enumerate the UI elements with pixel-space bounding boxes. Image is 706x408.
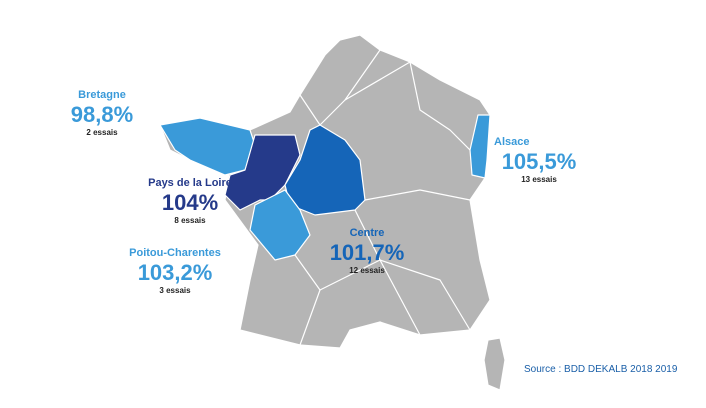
label-bretagne: Bretagne 98,8% 2 essais	[62, 90, 142, 137]
source: Source : BDD DEKALB 2018 2019	[524, 364, 678, 375]
region-value: 98,8%	[70, 102, 134, 127]
region-name: Bretagne	[78, 89, 126, 101]
region-name: Poitou-Charentes	[129, 247, 221, 259]
region-centre	[284, 124, 366, 216]
region-value: 104%	[161, 190, 219, 215]
region-value: 105,5%	[501, 149, 577, 174]
region-bretagne	[159, 117, 256, 176]
region-trials: 8 essais	[174, 216, 206, 225]
label-centre: Centre 101,7% 12 essais	[322, 228, 412, 275]
region-value: 101,7%	[329, 240, 405, 265]
border	[344, 61, 471, 151]
region-trials: 12 essais	[349, 266, 385, 275]
region-value: 103,2%	[137, 260, 213, 285]
label-pays-de-la-loire: Pays de la Loire 104% 8 essais	[115, 178, 265, 225]
border	[364, 189, 471, 201]
label-alsace: Alsace 105,5% 13 essais	[494, 137, 584, 184]
border	[299, 49, 381, 126]
region-poitou-charentes	[249, 189, 311, 261]
corsica	[483, 337, 506, 391]
region-trials: 13 essais	[521, 175, 557, 184]
region-alsace	[469, 114, 491, 179]
border	[319, 259, 471, 331]
region-trials: 3 essais	[159, 286, 191, 295]
region-name: Alsace	[494, 136, 530, 148]
region-name: Pays de la Loire	[148, 177, 232, 189]
region-trials: 2 essais	[86, 128, 118, 137]
label-poitou-charentes: Poitou-Charentes 103,2% 3 essais	[110, 248, 240, 295]
region-name: Centre	[349, 227, 385, 239]
region-pays-de-la-loire	[224, 134, 301, 211]
